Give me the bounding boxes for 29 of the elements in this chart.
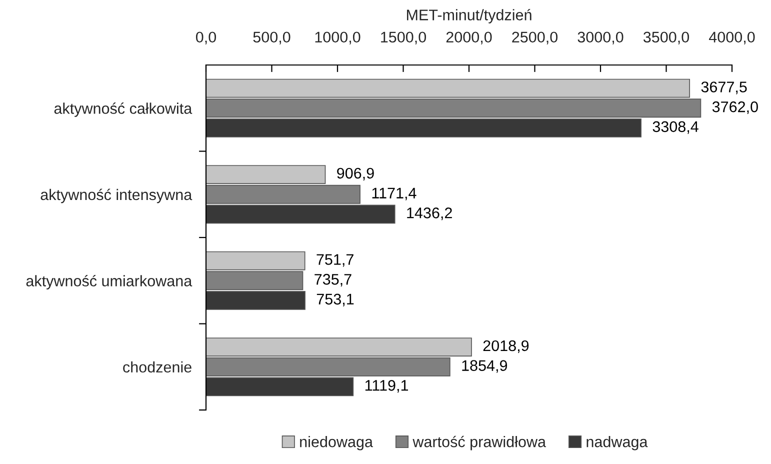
data-label: 751,7 bbox=[316, 254, 354, 267]
y-tick-label: aktywność całkowita bbox=[54, 102, 192, 117]
y-tick-label: aktywność umiarkowana bbox=[26, 275, 192, 290]
x-axis-title: MET-minut/tydzień bbox=[407, 8, 532, 24]
x-tick-label: 3500,0 bbox=[643, 32, 690, 44]
data-label: 3308,4 bbox=[652, 121, 698, 134]
y-tick-label: aktywność intensywna bbox=[40, 188, 192, 204]
data-label: 906,9 bbox=[337, 168, 374, 180]
data-label: 1119,1 bbox=[365, 380, 408, 393]
legend-label: nadwaga bbox=[586, 436, 648, 450]
x-tick-label: 2000,0 bbox=[446, 32, 492, 44]
data-label: 3762,0 bbox=[712, 101, 758, 114]
data-label: 3677,5 bbox=[701, 82, 747, 94]
x-tick-label: 500,0 bbox=[253, 32, 290, 44]
legend-label: niedowaga bbox=[300, 436, 373, 450]
data-label: 1854,9 bbox=[462, 360, 508, 373]
data-label: 2018,9 bbox=[483, 340, 529, 353]
x-tick-label: 4000,0 bbox=[708, 32, 755, 44]
x-tick-label: 0,0 bbox=[196, 32, 216, 44]
data-label: 753,1 bbox=[316, 294, 354, 306]
legend-label: wartość prawidłowa bbox=[412, 436, 546, 450]
x-tick-label: 2500,0 bbox=[512, 32, 558, 44]
x-tick-label: 3000,0 bbox=[578, 32, 624, 44]
data-label: 1436,2 bbox=[407, 207, 452, 220]
data-label: 735,7 bbox=[314, 274, 352, 287]
x-tick-label: 1000,0 bbox=[315, 32, 360, 44]
x-tick-label: 1500,0 bbox=[381, 32, 426, 44]
y-tick-label: chodzenie bbox=[123, 361, 192, 373]
data-label: 1171,4 bbox=[372, 188, 416, 200]
